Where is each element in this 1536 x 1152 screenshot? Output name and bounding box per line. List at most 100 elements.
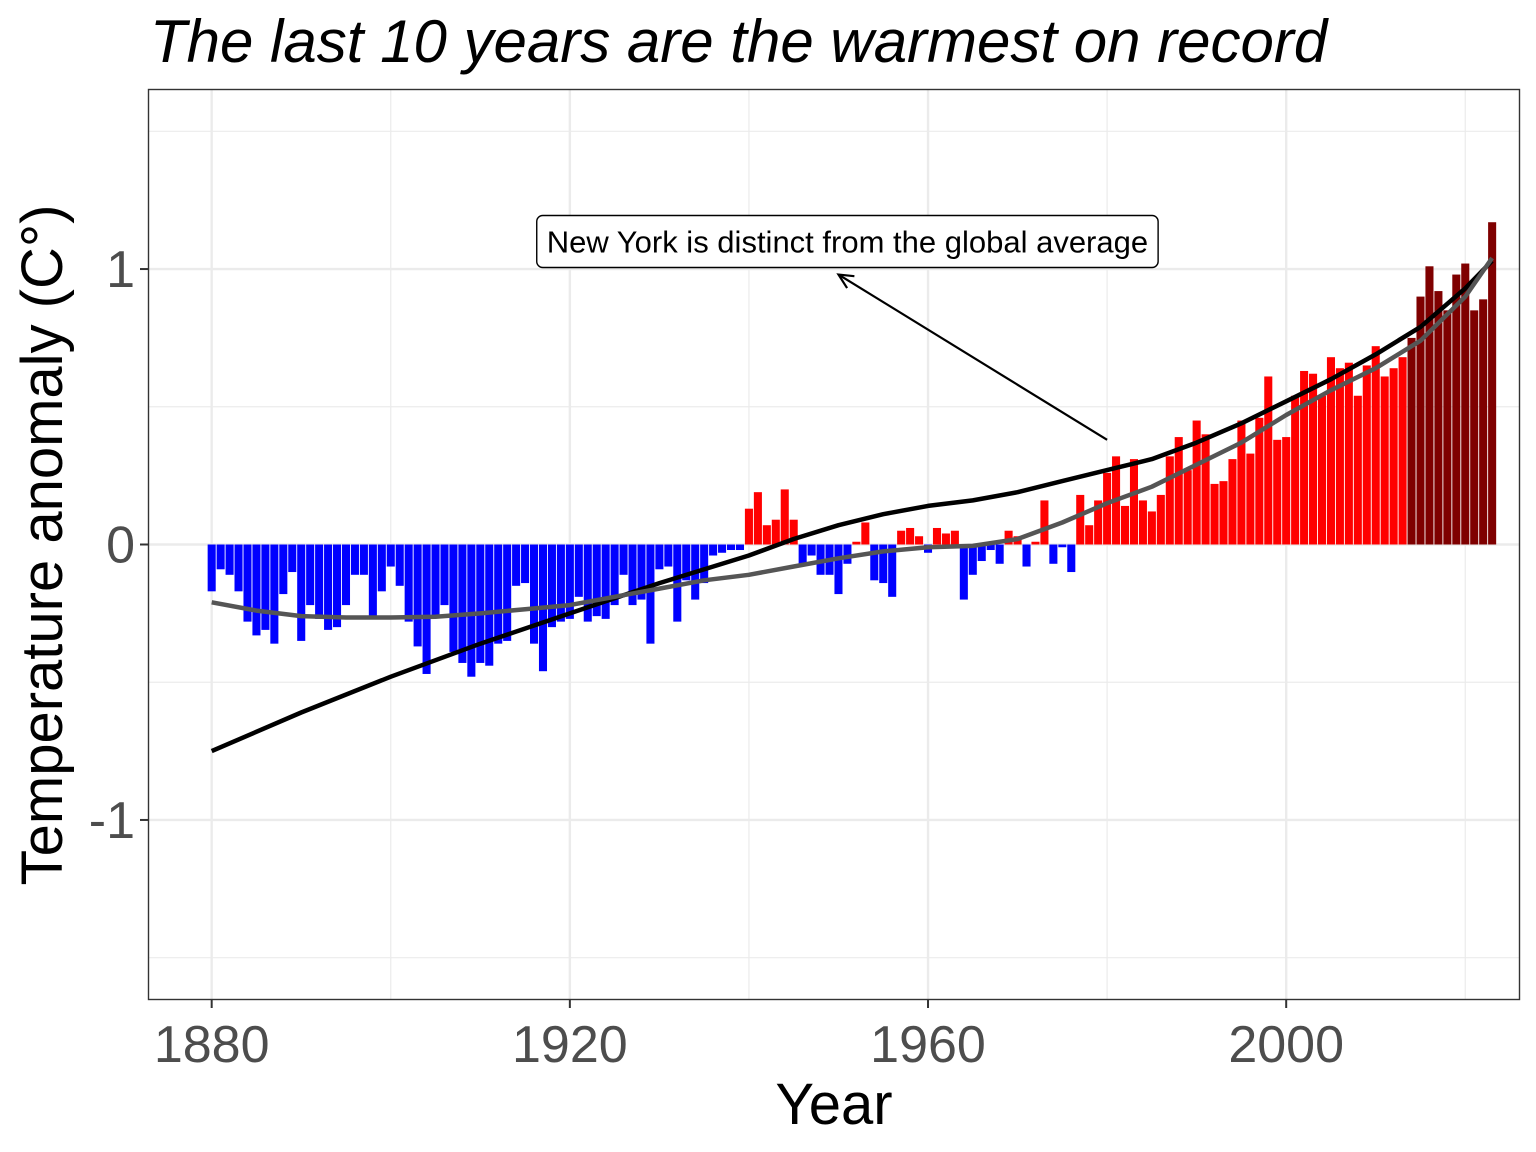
bar xyxy=(350,544,359,575)
bar xyxy=(547,544,556,628)
x-axis: 1880 1920 1960 2000 xyxy=(154,999,1344,1074)
bar xyxy=(852,541,861,545)
bar xyxy=(771,519,780,545)
bar xyxy=(906,527,915,545)
x-tick-label: 1880 xyxy=(154,1016,270,1074)
bar xyxy=(422,544,431,674)
bar xyxy=(225,544,234,575)
bar xyxy=(1264,376,1273,545)
bar xyxy=(216,544,225,570)
bar xyxy=(932,527,942,545)
y-tick-label: 0 xyxy=(106,517,135,575)
bar xyxy=(288,544,297,573)
bar xyxy=(574,544,583,597)
bar xyxy=(619,544,628,575)
bar xyxy=(1344,362,1353,545)
bar xyxy=(1156,494,1165,545)
bar xyxy=(646,544,655,644)
bar xyxy=(1425,266,1434,545)
bar xyxy=(1309,373,1318,545)
bar xyxy=(1353,395,1362,545)
bar xyxy=(1371,346,1380,545)
bar xyxy=(897,530,906,545)
bar xyxy=(386,544,395,567)
bar xyxy=(1291,395,1300,545)
bar xyxy=(879,544,888,584)
annotation-label: New York is distinct from the global ave… xyxy=(547,225,1148,260)
bar xyxy=(995,544,1004,564)
bar xyxy=(1407,337,1416,545)
annotation: New York is distinct from the global ave… xyxy=(536,214,1159,441)
bar xyxy=(1488,222,1497,545)
bar xyxy=(377,544,386,592)
bar xyxy=(1138,500,1147,545)
bar xyxy=(252,544,261,636)
bar xyxy=(628,544,637,606)
bar xyxy=(306,544,315,606)
bar xyxy=(476,544,485,663)
bars xyxy=(207,222,1497,677)
bar xyxy=(870,544,879,581)
bar xyxy=(315,544,324,619)
bar xyxy=(1094,500,1103,545)
bar xyxy=(753,492,762,545)
annotation-arrow xyxy=(837,273,1108,441)
bar xyxy=(1049,544,1058,564)
bar xyxy=(888,544,897,597)
bar xyxy=(333,544,342,628)
bar xyxy=(1282,437,1291,545)
bar xyxy=(1183,470,1192,545)
bar xyxy=(1416,296,1425,545)
bar xyxy=(1470,310,1479,545)
bar xyxy=(1201,434,1210,545)
bar xyxy=(341,544,351,606)
bar xyxy=(449,544,458,652)
bar xyxy=(1147,511,1156,545)
bar xyxy=(789,519,798,545)
bar xyxy=(700,544,709,584)
bar xyxy=(762,525,771,545)
x-tick-label: 2000 xyxy=(1228,1016,1344,1074)
annotation-arrow-head xyxy=(836,273,855,289)
bar xyxy=(1228,459,1237,545)
bar xyxy=(1434,291,1443,545)
bar xyxy=(1380,376,1389,545)
y-tick-label: 1 xyxy=(106,241,135,299)
trend-lines xyxy=(210,256,1494,754)
bar xyxy=(440,544,449,606)
bar xyxy=(1085,525,1094,545)
bar xyxy=(843,544,852,564)
trend-line-smooth xyxy=(211,256,1494,620)
bar xyxy=(1174,437,1183,545)
bar xyxy=(404,544,413,622)
bar xyxy=(1335,368,1344,545)
y-axis: -1 0 1 xyxy=(89,241,149,850)
bar xyxy=(959,544,968,600)
bar xyxy=(950,530,959,545)
bar xyxy=(682,544,691,581)
bar xyxy=(1192,420,1201,545)
bar xyxy=(780,489,789,545)
bar xyxy=(664,544,673,567)
bar xyxy=(503,544,512,641)
bar xyxy=(494,544,503,644)
bar xyxy=(512,544,521,586)
bar xyxy=(234,544,243,592)
bar xyxy=(1067,544,1076,573)
bar xyxy=(521,544,530,584)
bar xyxy=(1389,368,1398,545)
bar xyxy=(834,544,843,595)
bar xyxy=(413,544,422,647)
bar xyxy=(243,544,252,622)
bar xyxy=(726,544,736,551)
bar xyxy=(1022,544,1031,567)
bar xyxy=(530,544,539,644)
bar xyxy=(1165,456,1174,545)
bar xyxy=(861,522,870,545)
bar xyxy=(1452,274,1461,545)
bar xyxy=(261,544,270,630)
y-tick-label: -1 xyxy=(89,792,135,850)
bar xyxy=(395,544,404,586)
bar xyxy=(718,544,727,553)
